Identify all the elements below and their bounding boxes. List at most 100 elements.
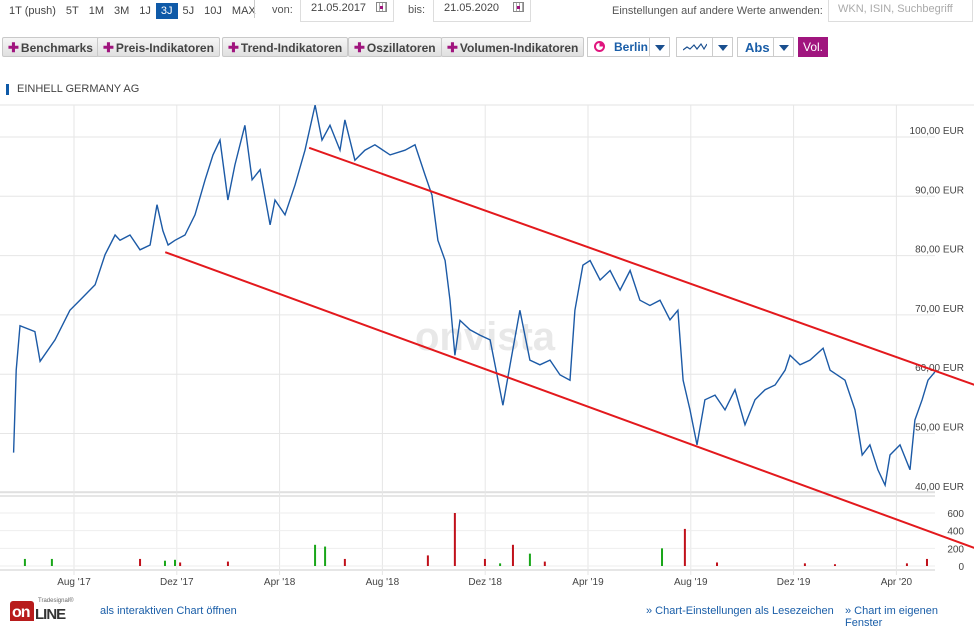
volume-bar bbox=[314, 544, 317, 566]
chevron-down-icon[interactable] bbox=[649, 38, 669, 56]
bis-date-value: 21.05.2020 bbox=[444, 2, 500, 14]
x-tick-label: Apr '20 bbox=[881, 577, 913, 588]
volume-bar bbox=[528, 553, 531, 566]
volume-bar bbox=[833, 564, 836, 566]
volume-bar bbox=[803, 563, 806, 566]
volume-bar bbox=[173, 559, 176, 566]
oszillatoren-button[interactable]: ✚ Oszillatoren bbox=[348, 37, 442, 57]
range-10j[interactable]: 10J bbox=[204, 5, 222, 17]
trend-indikatoren-button[interactable]: ✚ Trend-Indikatoren bbox=[222, 37, 349, 57]
volume-bar bbox=[226, 561, 229, 566]
range-1m[interactable]: 1M bbox=[88, 5, 104, 17]
volume-bar bbox=[343, 558, 346, 566]
plus-icon: ✚ bbox=[447, 40, 458, 55]
range-5j[interactable]: 5J bbox=[182, 5, 195, 17]
x-tick-label: Aug '18 bbox=[366, 577, 400, 588]
y-tick-label: 60,00 EUR bbox=[915, 363, 964, 374]
divider bbox=[254, 0, 255, 18]
x-tick-label: Aug '19 bbox=[674, 577, 708, 588]
range-selector: 1T (push) 5T 1M 3M 1J 3J 5J 10J MAX bbox=[4, 3, 261, 19]
volume-tick-label: 0 bbox=[958, 562, 964, 573]
x-tick-label: Apr '18 bbox=[264, 577, 296, 588]
line-chart-icon bbox=[683, 42, 707, 51]
x-tick-label: Dez '17 bbox=[160, 577, 194, 588]
button-label: Benchmarks bbox=[20, 41, 93, 55]
volume-bar bbox=[23, 558, 26, 566]
volume-bar bbox=[499, 563, 502, 566]
volume-tick-label: 200 bbox=[947, 544, 964, 555]
open-interactive-chart-link[interactable]: als interaktiven Chart öffnen bbox=[100, 605, 237, 617]
volume-bar bbox=[483, 558, 486, 566]
y-tick-label: 90,00 EUR bbox=[915, 185, 964, 196]
volume-bar bbox=[426, 555, 429, 566]
von-label: von: bbox=[272, 4, 293, 16]
volume-bar bbox=[683, 528, 686, 566]
button-label: Oszillatoren bbox=[366, 41, 436, 55]
bis-label: bis: bbox=[408, 4, 426, 16]
y-tick-label: 80,00 EUR bbox=[915, 245, 964, 256]
range-1j[interactable]: 1J bbox=[139, 5, 151, 17]
volume-tick-label: 400 bbox=[947, 527, 964, 538]
chart-type-select[interactable] bbox=[676, 37, 733, 57]
y-tick-label: 40,00 EUR bbox=[915, 482, 964, 493]
exchange-select[interactable]: Berlin bbox=[587, 37, 670, 57]
calendar-icon[interactable] bbox=[376, 2, 387, 12]
volume-bar bbox=[324, 546, 327, 566]
calendar-icon[interactable] bbox=[513, 2, 524, 12]
volumen-indikatoren-button[interactable]: ✚ Volumen-Indikatoren bbox=[441, 37, 585, 57]
chevron-down-icon[interactable] bbox=[712, 38, 732, 56]
volume-bar bbox=[925, 558, 928, 566]
plus-icon: ✚ bbox=[354, 40, 365, 55]
scale-value: Abs bbox=[745, 40, 770, 55]
price-line bbox=[12, 104, 936, 488]
scale-select[interactable]: Abs bbox=[737, 37, 794, 57]
volume-bar bbox=[139, 558, 142, 566]
button-label: Preis-Indikatoren bbox=[115, 41, 214, 55]
chevron-down-icon[interactable] bbox=[773, 38, 793, 56]
range-max[interactable]: MAX bbox=[231, 5, 256, 17]
preis-indikatoren-button[interactable]: ✚ Preis-Indikatoren bbox=[97, 37, 220, 57]
volume-bar bbox=[661, 548, 664, 566]
button-label: Trend-Indikatoren bbox=[240, 41, 343, 55]
x-tick-label: Dez '19 bbox=[777, 577, 811, 588]
y-tick-label: 50,00 EUR bbox=[915, 423, 964, 434]
volume-bar bbox=[716, 562, 719, 566]
y-tick-label: 70,00 EUR bbox=[915, 304, 964, 315]
volume-bar bbox=[453, 513, 456, 566]
trend-channel-upper[interactable] bbox=[308, 146, 974, 386]
range-3m[interactable]: 3M bbox=[114, 5, 130, 17]
own-window-link[interactable]: » Chart im eigenen Fenster bbox=[845, 605, 938, 629]
y-tick-label: 100,00 EUR bbox=[910, 126, 964, 137]
plus-icon: ✚ bbox=[103, 40, 114, 55]
volume-bar bbox=[50, 558, 53, 566]
exchange-icon bbox=[594, 41, 605, 52]
apply-settings-label: Einstellungen auf andere Werte anwenden: bbox=[612, 5, 823, 17]
range-1tpush[interactable]: 1T (push) bbox=[9, 5, 56, 17]
bookmark-settings-link[interactable]: » Chart-Einstellungen als Lesezeichen bbox=[646, 605, 834, 617]
plus-icon: ✚ bbox=[228, 40, 239, 55]
search-input[interactable]: WKN, ISIN, Suchbegriff bbox=[828, 0, 973, 22]
tradesignal-online-logo[interactable]: on LINE Tradesignal® bbox=[10, 598, 74, 623]
x-tick-label: Dez '18 bbox=[468, 577, 502, 588]
x-tick-label: Apr '19 bbox=[572, 577, 604, 588]
trend-channel-lower[interactable] bbox=[164, 251, 974, 549]
range-5t[interactable]: 5T bbox=[65, 5, 79, 17]
volume-toggle-button[interactable]: Vol. bbox=[798, 37, 828, 57]
exchange-value: Berlin bbox=[614, 40, 649, 54]
range-3j[interactable]: 3J bbox=[155, 3, 178, 19]
volume-bar bbox=[905, 563, 908, 566]
volume-tick-label: 600 bbox=[947, 509, 964, 520]
volume-bar bbox=[543, 561, 546, 566]
button-label: Volumen-Indikatoren bbox=[459, 41, 579, 55]
x-tick-label: Aug '17 bbox=[57, 577, 91, 588]
volume-bar bbox=[179, 562, 182, 566]
chart-title: EINHELL GERMANY AG bbox=[6, 84, 139, 95]
benchmarks-button[interactable]: ✚ Benchmarks bbox=[2, 37, 99, 57]
bis-date-input[interactable]: 21.05.2020 bbox=[433, 0, 531, 22]
volume-bar bbox=[511, 544, 514, 566]
volume-bar bbox=[163, 560, 166, 566]
von-date-value: 21.05.2017 bbox=[311, 2, 367, 14]
von-date-input[interactable]: 21.05.2017 bbox=[300, 0, 394, 22]
plus-icon: ✚ bbox=[8, 40, 19, 55]
